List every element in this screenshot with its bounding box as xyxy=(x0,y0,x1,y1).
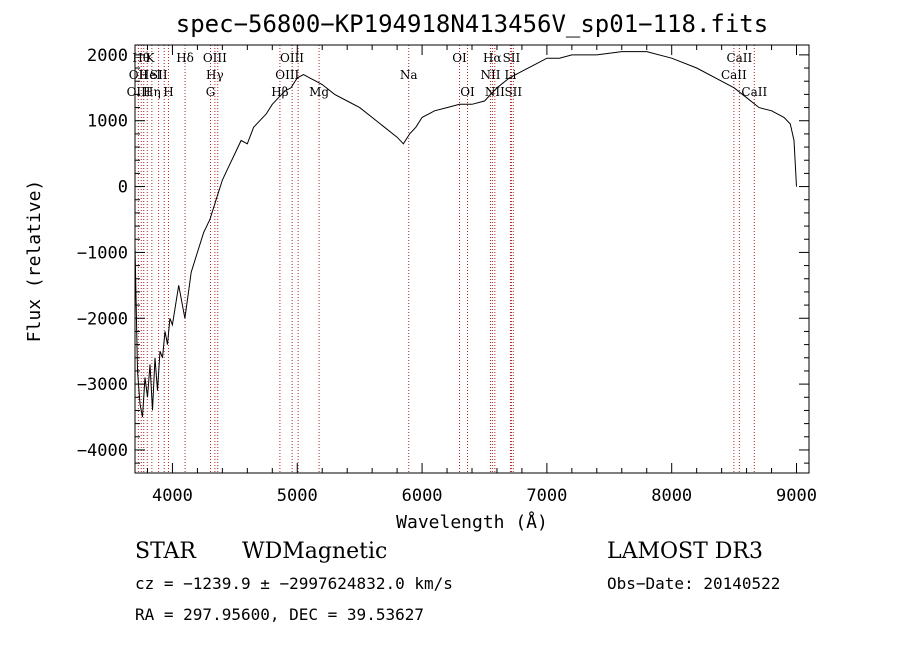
y-tick-label: 0 xyxy=(118,178,128,198)
line-label: OIII xyxy=(280,51,304,65)
x-tick-label: 6000 xyxy=(402,486,443,506)
line-label: CaII xyxy=(721,68,747,82)
line-label: HeI xyxy=(139,68,162,82)
y-tick-label: −3000 xyxy=(77,375,128,395)
line-label: SII xyxy=(503,51,521,65)
line-label: OI xyxy=(460,85,475,99)
y-tick-label: 1000 xyxy=(87,112,128,132)
line-label: Hγ xyxy=(206,68,224,82)
line-label: H xyxy=(163,85,173,99)
line-label: SII xyxy=(504,85,522,99)
x-tick-label: 5000 xyxy=(277,486,318,506)
object-subclass: WDMagnetic xyxy=(242,539,387,564)
plot-frame xyxy=(134,44,810,474)
line-label: OII xyxy=(129,68,149,82)
survey-name: LAMOST DR3 xyxy=(607,539,763,564)
line-label: OIII xyxy=(275,68,299,82)
line-label: OIII xyxy=(127,85,151,99)
x-tick-label: 9000 xyxy=(776,486,817,506)
spectrum-line xyxy=(134,51,797,418)
line-label: Hβ xyxy=(271,85,288,99)
line-label: Hα xyxy=(483,51,502,65)
line-label: Mg xyxy=(309,85,329,99)
object-class: STAR xyxy=(135,539,197,564)
y-tick-label: −4000 xyxy=(77,441,128,461)
obs-date: Obs−Date: 20140522 xyxy=(607,574,780,593)
line-label: CaII xyxy=(741,85,767,99)
line-label: Hδ xyxy=(176,51,194,65)
line-label: NII xyxy=(480,68,500,82)
line-markers xyxy=(137,45,755,473)
line-label: CaII xyxy=(726,51,752,65)
y-tick-label: −1000 xyxy=(77,243,128,263)
x-tick-label: 7000 xyxy=(526,486,567,506)
x-tick-label: 8000 xyxy=(651,486,692,506)
line-label: Hη xyxy=(143,85,161,99)
line-label: OIII xyxy=(203,51,227,65)
x-ticks: 4000 5000 6000 7000 8000 9000 xyxy=(146,45,817,506)
line-label: G xyxy=(206,85,216,99)
redshift-info: cz = −1239.9 ± −2997624832.0 km/s xyxy=(135,574,453,593)
y-ticks: −4000 −3000 −2000 −1000 0 1000 2000 xyxy=(77,46,809,464)
y-tick-label: 2000 xyxy=(87,46,128,66)
line-label: SII xyxy=(150,68,168,82)
line-label: Na xyxy=(400,68,418,82)
line-label: Li xyxy=(505,68,517,82)
x-tick-label: 4000 xyxy=(152,486,193,506)
line-label: K xyxy=(145,51,155,65)
y-axis-label: Flux (relative) xyxy=(24,180,45,343)
coordinates: RA = 297.95600, DEC = 39.53627 xyxy=(135,605,424,624)
chart-title: spec−56800−KP194918N413456V_sp01−118.fit… xyxy=(176,10,768,38)
line-label: OI xyxy=(452,51,467,65)
x-axis-label: Wavelength (Å) xyxy=(396,511,548,533)
y-tick-label: −2000 xyxy=(77,309,128,329)
